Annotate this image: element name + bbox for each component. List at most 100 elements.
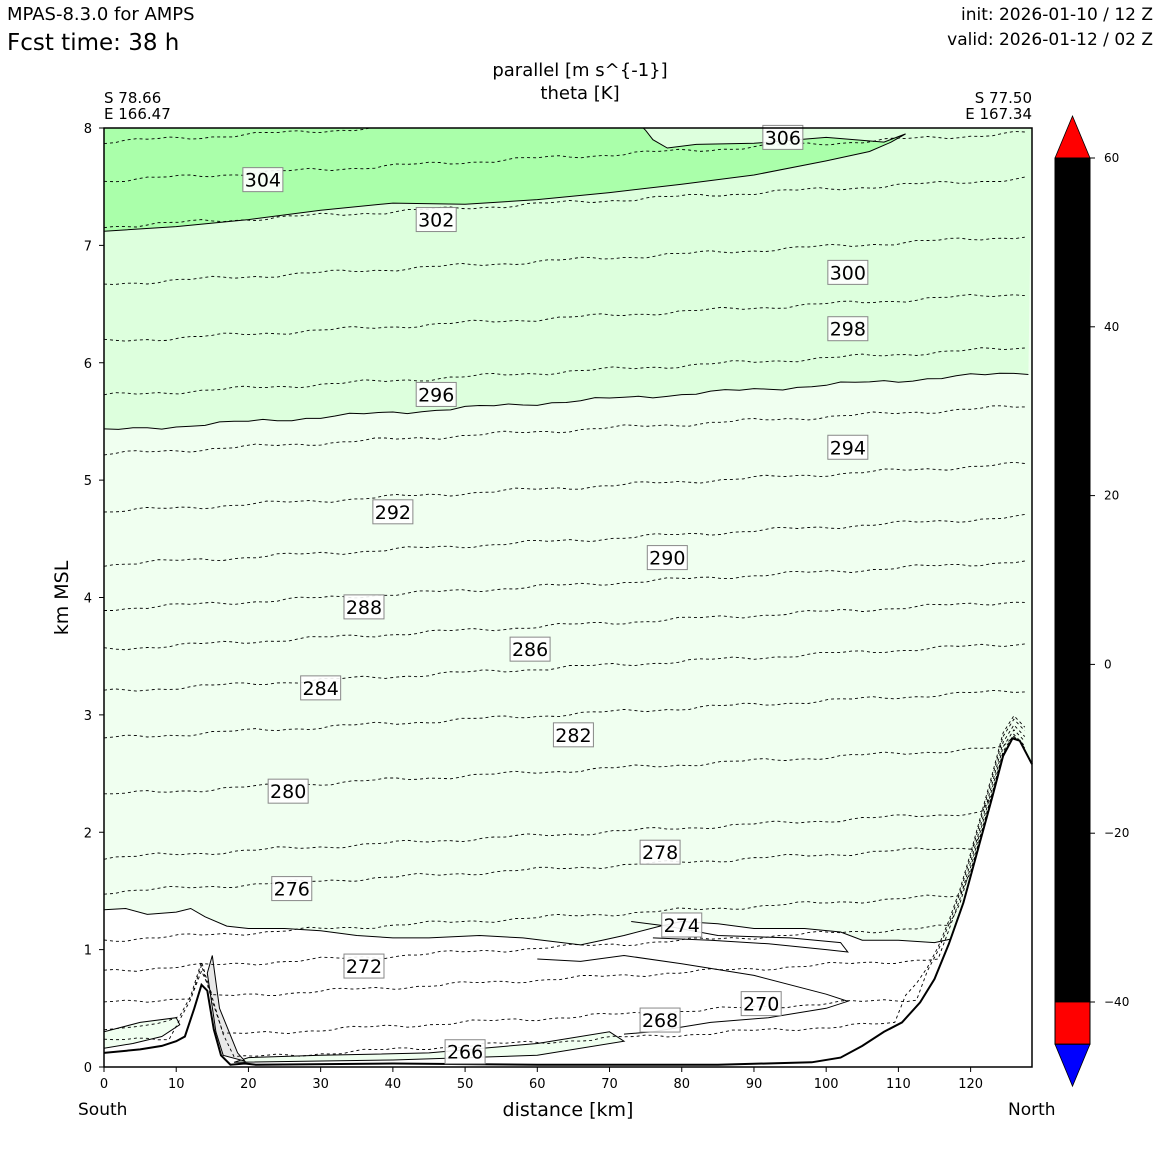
colorbar-bin <box>1054 199 1091 243</box>
wind-boundary-lower <box>537 954 850 1035</box>
contour-label-box <box>509 636 551 662</box>
theta-contour-286 <box>104 601 1025 651</box>
contour-label-box <box>343 594 385 620</box>
contour-label-text: 306 <box>765 127 801 149</box>
contour-label-294: 294 <box>827 434 869 460</box>
wind-shading <box>104 128 1032 1067</box>
colorbar-bin <box>1054 495 1091 539</box>
contour-label-box <box>271 876 313 902</box>
theta-contour-266 <box>104 714 1026 1058</box>
theta-contour-284 <box>104 643 1025 692</box>
contour-label-text: 284 <box>303 678 339 700</box>
contour-label-box <box>646 545 688 571</box>
y-tick-label: 1 <box>84 944 92 959</box>
colorbar-bin <box>1054 242 1091 285</box>
forecast-time: Fcst time: 38 h <box>7 30 180 56</box>
contour-label-text: 302 <box>418 210 454 232</box>
theta-contour-296 <box>104 347 1025 396</box>
contour-label-272: 272 <box>343 953 385 979</box>
theta-contour-298 <box>104 294 1025 342</box>
colorbar-bin <box>1054 664 1091 707</box>
theta-contour-288 <box>104 560 1025 611</box>
contour-label-284: 284 <box>300 675 342 701</box>
colorbar-tick-label: 0 <box>1104 657 1112 671</box>
theta-contour-302 <box>104 176 1025 229</box>
colorbar-bin <box>1054 368 1091 412</box>
colorbar-tick-label: 40 <box>1104 320 1119 334</box>
contour-label-box <box>300 675 342 701</box>
theta-contour-294 <box>104 405 1025 456</box>
theta-contour-290 <box>104 513 1025 567</box>
contour-label-text: 268 <box>642 1010 678 1032</box>
contour-label-300: 300 <box>827 259 869 285</box>
right-endpoint-lon: E 167.34 <box>965 105 1032 123</box>
colorbar-bin <box>1054 453 1091 496</box>
x-tick-label: 60 <box>529 1077 546 1092</box>
contour-label-text: 272 <box>346 956 382 978</box>
contour-label-box <box>827 259 869 285</box>
x-tick-label: 30 <box>312 1077 329 1092</box>
colorbar-bin <box>1054 410 1091 454</box>
x-tick-label: 50 <box>457 1077 474 1092</box>
contour-label-text: 300 <box>830 262 866 284</box>
shaded-field-title: parallel [m s^{-1}] <box>492 60 668 81</box>
colorbar-tick-label: −20 <box>1104 826 1129 840</box>
x-axis: 0 10 20 30 40 50 60 70 80 90 100 110 120 <box>100 1067 983 1092</box>
contour-label-text: 304 <box>245 170 281 192</box>
contour-label-text: 274 <box>664 915 700 937</box>
theta-contour-280 <box>104 735 1026 795</box>
contour-label-276: 276 <box>271 876 313 902</box>
y-tick-label: 0 <box>84 1061 92 1076</box>
right-endpoint-lat: S 77.50 <box>974 89 1032 107</box>
contour-label-box <box>415 207 457 233</box>
contour-label-266: 266 <box>444 1039 486 1065</box>
y-tick-label: 5 <box>84 474 92 489</box>
contour-field-title: theta [K] <box>540 83 620 104</box>
contour-label-text: 298 <box>830 319 866 341</box>
contour-label-text: 270 <box>743 994 779 1016</box>
contour-label-box <box>343 953 385 979</box>
colorbar-tick-label: −40 <box>1104 995 1129 1009</box>
model-title: MPAS-8.3.0 for AMPS <box>7 4 195 25</box>
contour-label-text: 296 <box>418 384 454 406</box>
contour-label-274: 274 <box>661 912 703 938</box>
contour-label-box <box>827 434 869 460</box>
contour-label-box <box>552 722 594 748</box>
terrain-fill <box>104 738 1032 1073</box>
x-axis-label: distance [km] <box>502 1099 634 1121</box>
colorbar-bin <box>1054 832 1091 876</box>
y-tick-label: 6 <box>84 357 92 372</box>
contour-label-box <box>372 499 414 525</box>
contour-label-268: 268 <box>639 1007 681 1033</box>
left-endpoint-lon: E 166.47 <box>104 105 171 123</box>
x-tick-label: 110 <box>886 1077 911 1092</box>
contour-label-text: 292 <box>375 502 411 524</box>
colorbar-bin <box>1054 621 1091 665</box>
colorbar-bin <box>1054 875 1091 918</box>
x-tick-label: 90 <box>746 1077 763 1092</box>
colorbar-bin <box>1054 748 1091 792</box>
theta-contour-292 <box>104 461 1025 513</box>
contour-label-box <box>639 1007 681 1033</box>
colorbar-bin <box>1054 790 1091 834</box>
init-time: init: 2026-01-10 / 12 Z <box>960 5 1153 25</box>
x-tick-label: 0 <box>100 1077 108 1092</box>
contour-label-270: 270 <box>740 991 782 1017</box>
contour-label-304: 304 <box>242 167 284 193</box>
contour-label-box <box>639 839 681 865</box>
contour-label-text: 294 <box>830 437 866 459</box>
x-tick-label: 70 <box>601 1077 618 1092</box>
contour-label-282: 282 <box>552 722 594 748</box>
theta-contour-270 <box>104 724 1026 1003</box>
theta-contour-274 <box>104 733 1026 942</box>
x-tick-label: 10 <box>168 1077 185 1092</box>
y-tick-label: 2 <box>84 826 92 841</box>
colorbar-bin <box>1054 157 1091 201</box>
wind-region-top <box>104 128 906 232</box>
y-axis: 0 1 2 3 4 5 6 7 8 <box>84 122 104 1076</box>
x-tick-label: 100 <box>814 1077 839 1092</box>
y-tick-label: 3 <box>84 709 92 724</box>
left-direction-label: South <box>78 1100 128 1120</box>
contour-label-286: 286 <box>509 636 551 662</box>
